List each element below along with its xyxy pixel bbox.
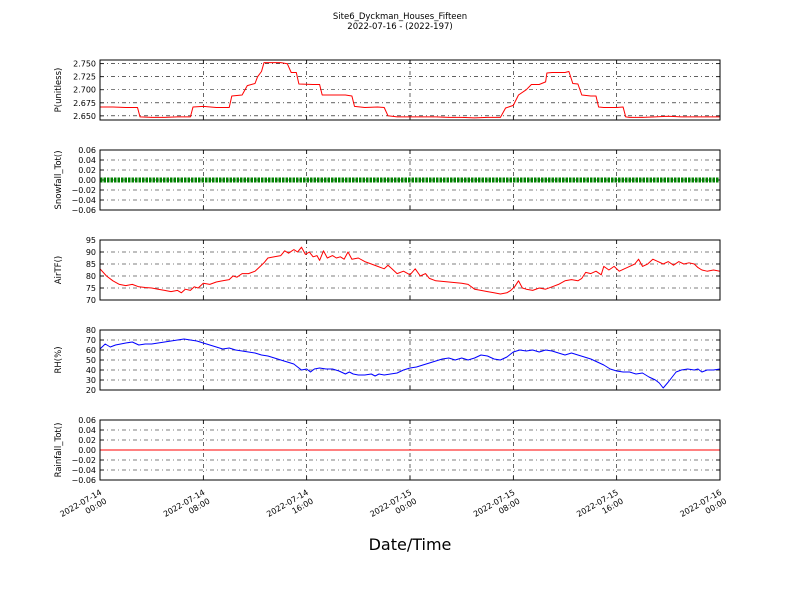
y-axis-label: RH(%): [54, 346, 64, 373]
y-tick-label: 20: [86, 386, 96, 395]
y-tick-label: 2.750: [73, 60, 96, 69]
panel-5: −0.06−0.04−0.020.000.020.040.06 Rainfall_…: [54, 416, 721, 485]
y-axis-label: AirTF(): [54, 256, 64, 284]
y-tick-label: 0.04: [78, 426, 96, 435]
y-tick-label: 70: [86, 336, 96, 345]
x-axis-label: Date/Time: [369, 535, 452, 554]
figure-subtitle: 2022-07-16 - (2022-197): [347, 22, 452, 32]
panel-frame: [99, 59, 721, 121]
panel-2: −0.06−0.04−0.020.000.020.040.06 Snowfall_…: [54, 146, 721, 215]
series-line: [99, 246, 721, 295]
y-tick-label: 50: [86, 356, 96, 365]
panels-group: 2.650 2.675 2.700 2.725 2.750 P(unitless) −0.0…: [54, 59, 721, 485]
y-axis-label: Snowfall_Tot(): [54, 150, 64, 209]
y-tick-label: −0.02: [71, 456, 96, 465]
y-tick-label: 0.00: [78, 446, 96, 455]
y-tick-label: 85: [86, 260, 96, 269]
y-tick-label: 40: [86, 366, 96, 375]
y-tick-label: 0.06: [78, 146, 96, 155]
y-tick-label: 0.02: [78, 166, 96, 175]
y-tick-label: −0.04: [71, 466, 96, 475]
series-line: [100, 62, 720, 119]
y-tick-label: 60: [86, 346, 96, 355]
y-tick-label: −0.02: [71, 186, 96, 195]
series-line: [99, 338, 721, 389]
y-tick-label: 70: [86, 296, 96, 305]
y-tick-label: 2.700: [73, 86, 96, 95]
y-tick-label: 0.04: [78, 156, 96, 165]
y-tick-label: −0.04: [71, 196, 96, 205]
panel-1: 2.650 2.675 2.700 2.725 2.750 P(unitless): [54, 59, 721, 121]
panel-3: 70 75 80 85 90 95 AirTF(): [54, 236, 721, 305]
y-tick-label: 2.675: [73, 99, 96, 108]
panel-frame: [99, 239, 721, 301]
y-tick-label: 2.725: [73, 73, 96, 82]
panel-frame: [99, 419, 721, 481]
y-tick-label: 0.02: [78, 436, 96, 445]
y-tick-label: 0.00: [78, 176, 96, 185]
y-tick-label: 80: [86, 326, 96, 335]
y-tick-label: 30: [86, 376, 96, 385]
panel-frame: [99, 329, 721, 391]
y-axis-label: P(unitless): [54, 68, 64, 113]
y-tick-label: 95: [86, 236, 96, 245]
y-tick-label: −0.06: [71, 476, 96, 485]
y-tick-label: 2.650: [73, 112, 96, 121]
y-tick-label: 90: [86, 248, 96, 257]
figure-title: Site6_Dyckman_Houses_Fifteen: [333, 12, 467, 22]
y-axis-label: Rainfall_Tot(): [54, 423, 64, 478]
y-tick-label: 75: [86, 284, 96, 293]
panel-frame: [99, 149, 721, 211]
y-tick-label: 80: [86, 272, 96, 281]
y-tick-label: 0.06: [78, 416, 96, 425]
y-tick-label: −0.06: [71, 206, 96, 215]
